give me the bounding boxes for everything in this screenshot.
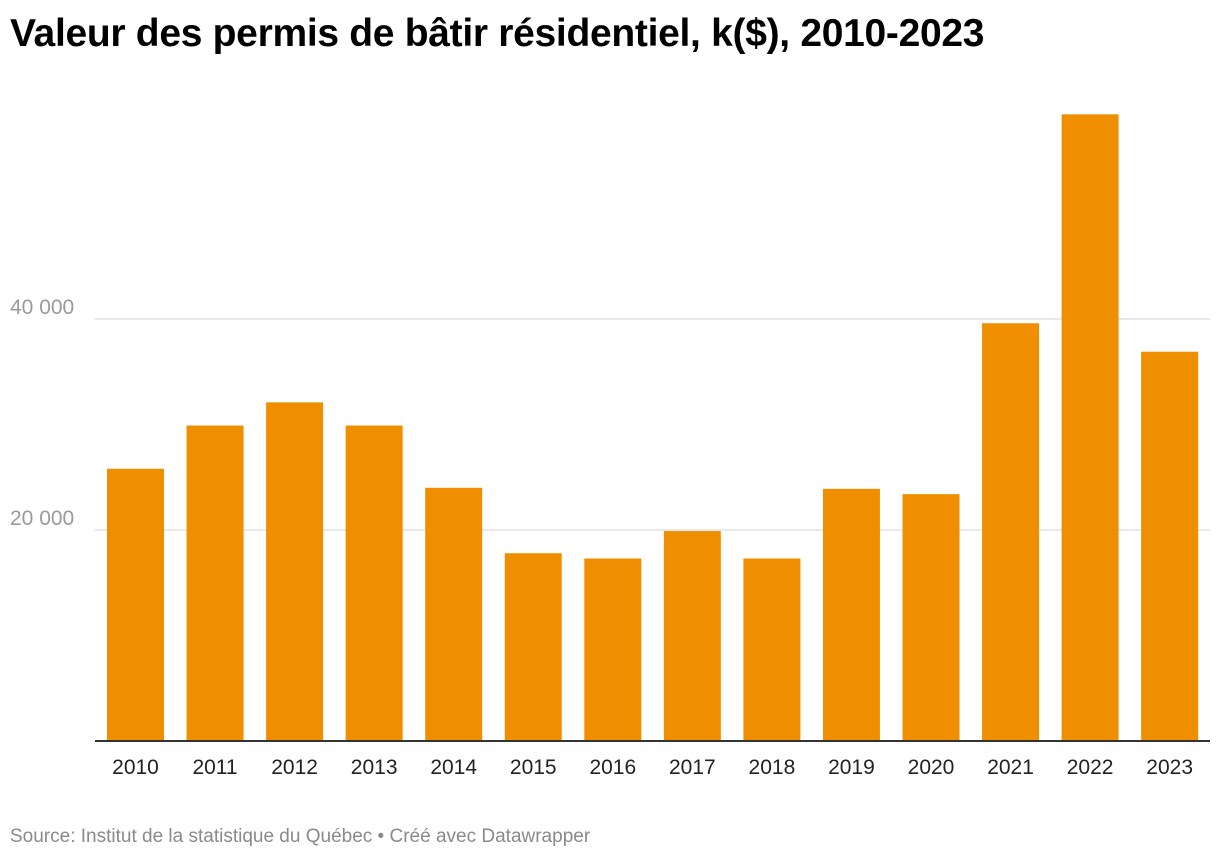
bar-2015[interactable] [504,553,562,741]
y-tick-label: 20 000 [10,507,74,530]
bar-2016[interactable] [584,558,642,741]
x-tick-label-2014: 2014 [430,756,477,779]
bar-2019[interactable] [822,488,880,741]
bars [107,114,1199,741]
bar-2017[interactable] [663,531,721,741]
x-tick-label-2010: 2010 [112,756,159,779]
x-tick-label-2013: 2013 [351,756,398,779]
bar-2010[interactable] [107,468,164,741]
x-tick-label-2012: 2012 [271,756,318,779]
x-tick-labels: 2010 2011 2012 2013 2014 2015 2016 2017 2018 2019… [112,756,1193,779]
bar-2021[interactable] [982,323,1040,741]
bar-2023[interactable] [1141,351,1199,741]
footer: Source: Institut de la statistique du Qu… [10,826,590,848]
bar-2022[interactable] [1061,114,1119,741]
bar-2018[interactable] [743,558,801,741]
x-tick-label-2018: 2018 [749,756,796,779]
chart-title: Valeur des permis de bâtir résidentiel, … [10,12,985,55]
bar-2012[interactable] [266,402,324,741]
x-tick-label-2016: 2016 [589,756,636,779]
datawrapper-credit[interactable]: Créé avec Datawrapper [389,826,591,847]
source-text: Source: Institut de la statistique du Qu… [10,826,373,847]
y-tick-label: 40 000 [10,296,74,319]
x-tick-label-2020: 2020 [908,756,955,779]
footer-separator: • [372,826,390,847]
x-tick-label-2022: 2022 [1067,756,1114,779]
x-tick-label-2023: 2023 [1146,756,1193,779]
bar-2013[interactable] [345,425,403,741]
bar-2011[interactable] [186,425,244,741]
bar-2014[interactable] [425,487,483,741]
x-tick-label-2015: 2015 [510,756,557,779]
x-tick-label-2021: 2021 [987,756,1034,779]
x-tick-label-2017: 2017 [669,756,716,779]
bar-2020[interactable] [902,494,960,741]
x-tick-label-2011: 2011 [192,756,237,779]
x-tick-label-2019: 2019 [828,756,875,779]
